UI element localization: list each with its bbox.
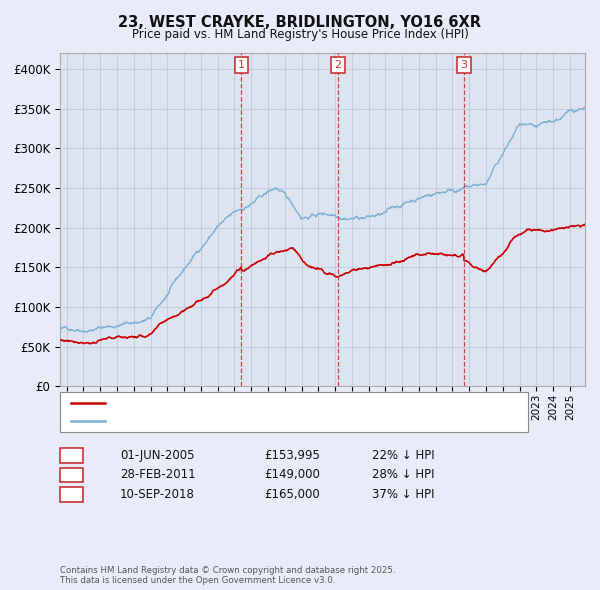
Text: 3: 3 (461, 60, 467, 70)
Text: 1: 1 (67, 449, 76, 462)
Text: HPI: Average price, detached house, East Riding of Yorkshire: HPI: Average price, detached house, East… (109, 415, 440, 425)
Text: 23, WEST CRAYKE, BRIDLINGTON, YO16 6XR: 23, WEST CRAYKE, BRIDLINGTON, YO16 6XR (119, 15, 482, 30)
Text: £149,000: £149,000 (264, 468, 320, 481)
Text: £153,995: £153,995 (264, 449, 320, 462)
Text: £165,000: £165,000 (264, 488, 320, 501)
Text: 23, WEST CRAYKE, BRIDLINGTON, YO16 6XR (detached house): 23, WEST CRAYKE, BRIDLINGTON, YO16 6XR (… (109, 398, 449, 408)
Text: Contains HM Land Registry data © Crown copyright and database right 2025.
This d: Contains HM Land Registry data © Crown c… (60, 566, 395, 585)
Text: 1: 1 (238, 60, 245, 70)
Text: 10-SEP-2018: 10-SEP-2018 (120, 488, 195, 501)
Text: 3: 3 (67, 488, 76, 501)
Text: 2: 2 (67, 468, 76, 481)
Text: 01-JUN-2005: 01-JUN-2005 (120, 449, 194, 462)
Text: 28-FEB-2011: 28-FEB-2011 (120, 468, 196, 481)
Text: 22% ↓ HPI: 22% ↓ HPI (372, 449, 434, 462)
Text: Price paid vs. HM Land Registry's House Price Index (HPI): Price paid vs. HM Land Registry's House … (131, 28, 469, 41)
Text: 28% ↓ HPI: 28% ↓ HPI (372, 468, 434, 481)
Text: 2: 2 (334, 60, 341, 70)
Text: 37% ↓ HPI: 37% ↓ HPI (372, 488, 434, 501)
